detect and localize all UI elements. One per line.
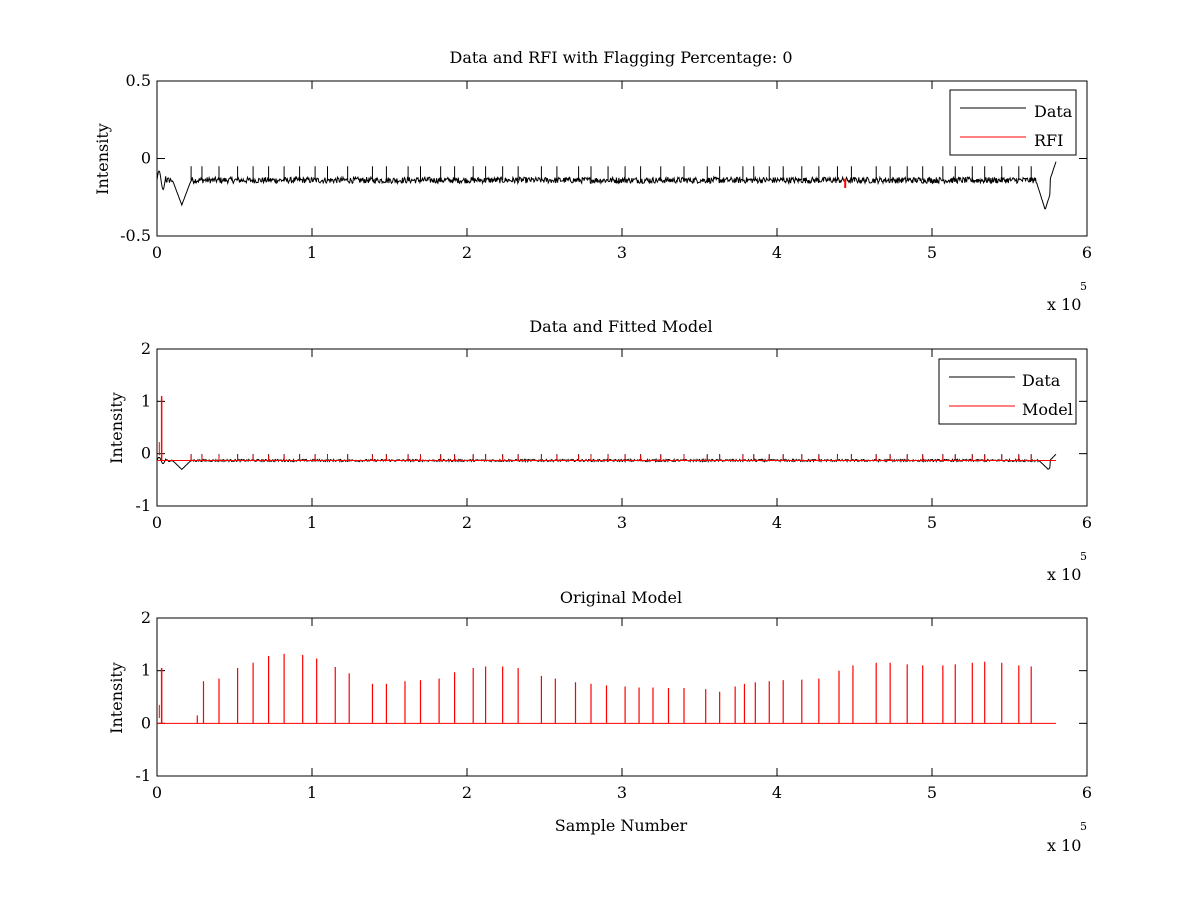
subplot-1-title: Data and RFI with Flagging Percentage: 0 <box>449 48 792 67</box>
subplot-2-legend-model-label: Model <box>1022 400 1073 419</box>
subplot-3-x-multiplier: x 10 <box>1047 836 1081 855</box>
x-tick-label: 1 <box>307 243 317 262</box>
x-tick-label: 5 <box>927 513 937 532</box>
y-tick-label: 1 <box>141 391 151 410</box>
y-tick-label: -1 <box>135 496 151 515</box>
subplot-1-legend-rfi-label: RFI <box>1034 131 1063 150</box>
subplot-2-ylabel: Intensity <box>107 392 126 464</box>
x-tick-label: 6 <box>1082 243 1092 262</box>
subplot-rfi: Data and RFI with Flagging Percentage: 0… <box>93 48 1092 314</box>
subplot-1-x-multiplier-base: x 10 <box>1047 295 1081 314</box>
subplot-2-x-multiplier-exp: 5 <box>1080 550 1087 563</box>
y-tick-label: 0.5 <box>126 71 151 90</box>
axes-box <box>156 80 1088 237</box>
subplot-2-x-multiplier-base: x 10 <box>1047 565 1081 584</box>
x-tick-label: 4 <box>772 513 782 532</box>
x-tick-label: 6 <box>1082 513 1092 532</box>
x-tick-label: 6 <box>1082 783 1092 802</box>
x-tick-label: 2 <box>462 513 472 532</box>
y-tick-label: 0 <box>141 444 151 463</box>
subplot-2-legend: Data Model <box>938 358 1077 425</box>
axes-box <box>156 348 1088 507</box>
subplot-2-legend-box <box>938 358 1077 425</box>
x-tick-label: 4 <box>772 783 782 802</box>
axes-box <box>156 617 1088 777</box>
subplot-1-legend-data-label: Data <box>1034 102 1073 121</box>
x-tick-label: 5 <box>927 783 937 802</box>
series-line-data <box>157 161 1057 210</box>
subplot-1-legend-box <box>949 89 1077 156</box>
y-tick-label: -0.5 <box>120 226 151 245</box>
x-tick-label: 1 <box>307 513 317 532</box>
x-tick-label: 3 <box>617 243 627 262</box>
y-tick-label: -1 <box>135 766 151 785</box>
x-tick-label: 3 <box>617 513 627 532</box>
x-tick-label: 2 <box>462 243 472 262</box>
subplot-1-plot-area: 0 1 2 3 4 5 6-0.500.5 <box>120 71 1092 262</box>
x-tick-label: 1 <box>307 783 317 802</box>
subplot-1-legend: Data RFI <box>949 89 1077 156</box>
subplot-3-x-multiplier-base: x 10 <box>1047 836 1081 855</box>
x-tick-label: 2 <box>462 783 472 802</box>
y-tick-label: 2 <box>141 339 151 358</box>
subplot-3-title: Original Model <box>560 588 682 607</box>
subplot-3-x-multiplier-exp: 5 <box>1080 820 1087 833</box>
x-tick-label: 4 <box>772 243 782 262</box>
y-tick-label: 0 <box>141 149 151 168</box>
subplot-1-ylabel: Intensity <box>93 123 112 195</box>
x-tick-label: 3 <box>617 783 627 802</box>
subplot-1-x-multiplier-exp: 5 <box>1080 280 1087 293</box>
subplot-2-x-multiplier: x 10 <box>1047 565 1081 584</box>
series-layer <box>157 396 1057 471</box>
subplot-3-ylabel: Intensity <box>107 662 126 734</box>
subplot-2-title: Data and Fitted Model <box>529 317 712 336</box>
subplot-3-xlabel: Sample Number <box>555 816 688 835</box>
y-tick-label: 1 <box>141 661 151 680</box>
subplot-2-legend-data-label: Data <box>1022 371 1061 390</box>
x-tick-label: 0 <box>152 513 162 532</box>
x-tick-label: 5 <box>927 243 937 262</box>
series-layer <box>157 653 1056 724</box>
y-tick-label: 0 <box>141 713 151 732</box>
y-tick-label: 2 <box>141 608 151 627</box>
x-tick-label: 0 <box>152 243 162 262</box>
x-tick-label: 0 <box>152 783 162 802</box>
series-layer <box>157 161 1057 210</box>
subplot-1-x-multiplier: x 10 <box>1047 295 1081 314</box>
